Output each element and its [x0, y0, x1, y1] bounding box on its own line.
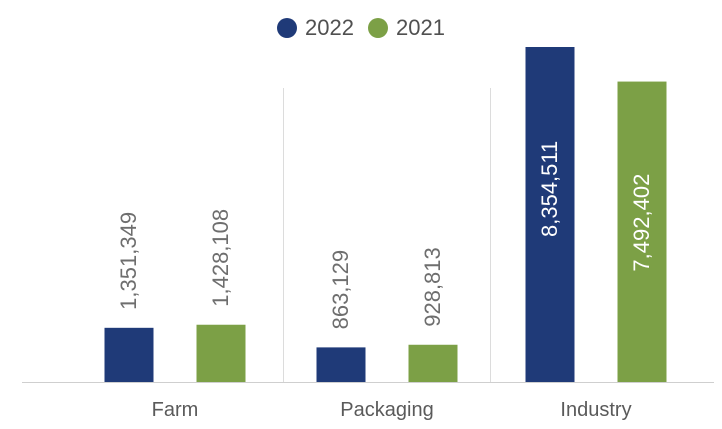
bar-2021-packaging — [408, 344, 458, 382]
x-tick-label-farm: Farm — [152, 399, 199, 421]
data-label-2021-industry: 7,492,402 — [629, 174, 654, 272]
x-tick-label-packaging: Packaging — [340, 399, 433, 421]
legend: 2022 2021 — [0, 12, 722, 44]
legend-entry-2021: 2021 — [368, 15, 445, 41]
bar-2022-packaging — [316, 347, 366, 382]
data-label-2021-packaging: 928,813 — [420, 247, 445, 327]
data-label-2021-farm: 1,428,108 — [208, 209, 233, 307]
legend-swatch-2021 — [368, 18, 388, 38]
data-label-2022-farm: 1,351,349 — [116, 212, 141, 310]
bar-2021-farm — [196, 324, 246, 382]
bar-2021-industry — [617, 81, 667, 382]
legend-swatch-2022 — [277, 18, 298, 38]
x-tick-label-industry: Industry — [560, 399, 631, 421]
bar-2022-farm — [104, 327, 154, 382]
data-label-2022-industry: 8,354,511 — [537, 141, 562, 237]
bar-2022-industry — [525, 47, 575, 382]
legend-label-2022: 2022 — [305, 15, 354, 40]
legend-entry-2022: 2022 — [277, 15, 354, 41]
legend-label-2021: 2021 — [396, 15, 445, 40]
data-label-2022-packaging: 863,129 — [328, 250, 353, 330]
